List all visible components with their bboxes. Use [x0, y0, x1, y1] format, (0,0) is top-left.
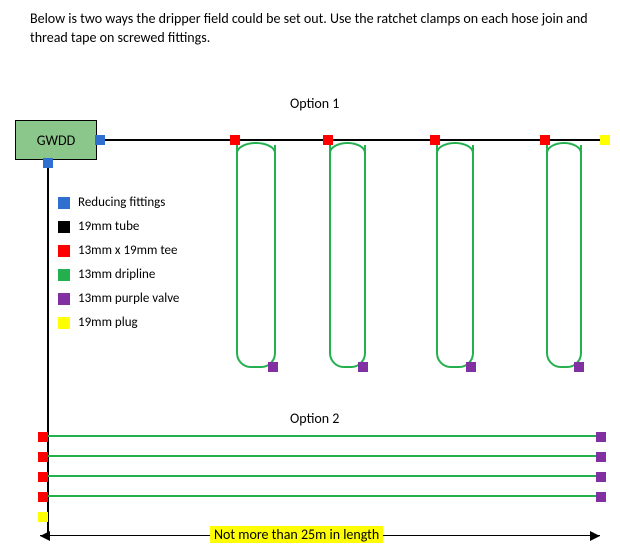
- tee-fitting: [38, 452, 48, 462]
- legend-row: 19mm tube: [58, 219, 179, 234]
- purple-valve: [596, 472, 606, 482]
- tee-fitting: [230, 135, 240, 145]
- tee-fitting: [38, 432, 48, 442]
- legend-label: 13mm purple valve: [78, 291, 179, 306]
- purple-valve: [596, 432, 606, 442]
- purple-valve: [466, 362, 476, 372]
- length-note: Not more than 25m in length: [210, 526, 383, 543]
- legend-swatch: [58, 221, 70, 233]
- legend-swatch: [58, 197, 70, 209]
- tee-fitting: [38, 472, 48, 482]
- legend-label: Reducing fittings: [78, 195, 165, 210]
- plug-19mm: [38, 512, 48, 522]
- tee-fitting: [38, 492, 48, 502]
- reducing-fitting: [95, 135, 105, 145]
- purple-valve: [596, 452, 606, 462]
- tee-fitting: [540, 135, 550, 145]
- legend-label: 13mm x 19mm tee: [78, 243, 178, 258]
- reducing-fitting: [43, 158, 53, 168]
- purple-valve: [358, 362, 368, 372]
- tee-fitting: [323, 135, 333, 145]
- purple-valve: [268, 362, 278, 372]
- plug-19mm: [600, 135, 610, 145]
- legend-label: 19mm plug: [78, 315, 138, 330]
- legend-label: 13mm dripline: [78, 267, 155, 282]
- legend-row: 19mm plug: [58, 315, 179, 330]
- legend-row: Reducing fittings: [58, 195, 179, 210]
- purple-valve: [596, 492, 606, 502]
- legend-row: 13mm x 19mm tee: [58, 243, 179, 258]
- legend-swatch: [58, 293, 70, 305]
- tee-fitting: [430, 135, 440, 145]
- legend-swatch: [58, 269, 70, 281]
- purple-valve: [574, 362, 584, 372]
- legend: Reducing fittings 19mm tube 13mm x 19mm te…: [58, 195, 179, 339]
- legend-swatch: [58, 245, 70, 257]
- legend-row: 13mm purple valve: [58, 291, 179, 306]
- legend-label: 19mm tube: [78, 219, 139, 234]
- legend-row: 13mm dripline: [58, 267, 179, 282]
- legend-swatch: [58, 317, 70, 329]
